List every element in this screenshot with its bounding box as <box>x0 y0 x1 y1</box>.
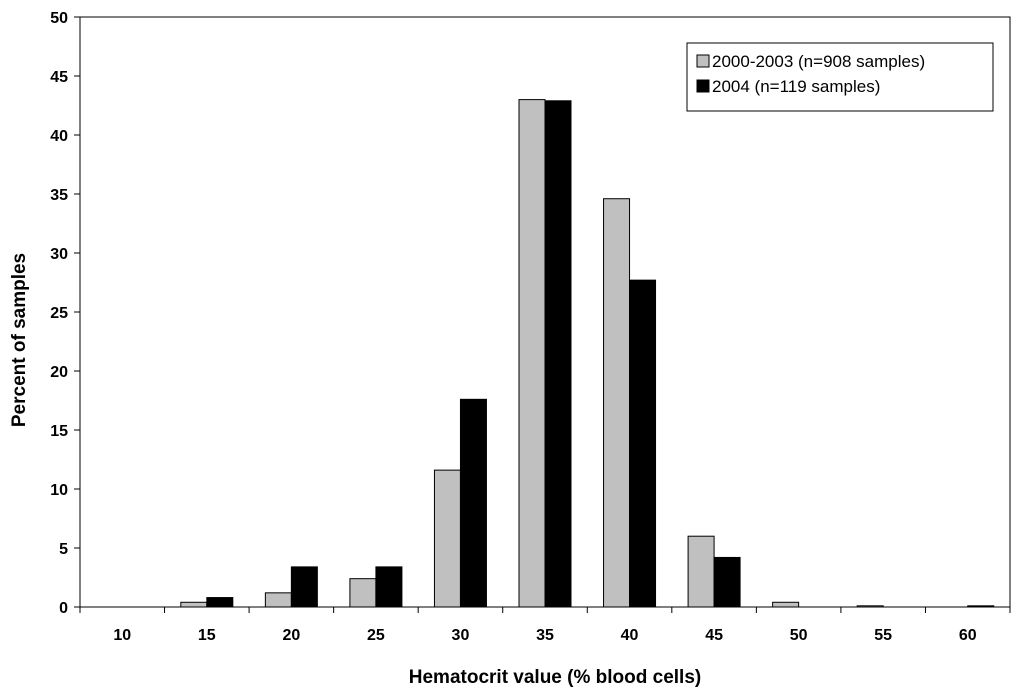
bar-series-2-20 <box>290 566 318 608</box>
y-tick-label: 10 <box>50 482 68 499</box>
y-tick-label: 35 <box>50 187 68 204</box>
x-tick-label: 30 <box>452 627 470 644</box>
legend-swatch <box>696 54 710 68</box>
x-tick-label: 25 <box>367 627 385 644</box>
bar-series-1-35 <box>518 99 546 608</box>
y-tick-label: 20 <box>50 364 68 381</box>
x-tick-label: 45 <box>705 627 723 644</box>
bar-series-1-40 <box>603 198 631 608</box>
x-tick-label: 20 <box>282 627 300 644</box>
x-tick-label: 10 <box>113 627 131 644</box>
legend-label: 2004 (n=119 samples) <box>712 77 880 96</box>
x-tick-label: 40 <box>621 627 639 644</box>
x-tick-label: 15 <box>198 627 216 644</box>
bar-series-2-60 <box>967 605 995 608</box>
legend: 2000-2003 (n=908 samples) 2004 (n=119 sam… <box>686 42 994 112</box>
x-axis: 10 15 20 25 30 35 40 45 50 55 60 <box>79 607 1011 644</box>
y-axis-title: Percent of samples <box>9 253 30 427</box>
x-tick-label: 60 <box>959 627 977 644</box>
y-axis: 0 5 10 15 20 25 30 35 40 45 50 <box>50 10 80 617</box>
y-tick-label: 0 <box>59 600 68 617</box>
legend-swatch <box>696 79 710 93</box>
bar-series-1-50 <box>772 601 800 608</box>
bar-series-1-30 <box>433 469 461 608</box>
bars-group <box>180 99 995 608</box>
y-tick-label: 40 <box>50 128 68 145</box>
x-tick-label: 55 <box>874 627 892 644</box>
y-tick-label: 30 <box>50 246 68 263</box>
bar-series-1-55 <box>856 605 884 608</box>
y-tick-label: 15 <box>50 423 68 440</box>
bar-series-1-15 <box>180 601 208 608</box>
bar-series-1-45 <box>687 535 715 608</box>
y-tick-label: 45 <box>50 69 68 86</box>
bar-series-1-25 <box>349 578 377 608</box>
y-tick-label: 50 <box>50 10 68 27</box>
bar-series-2-30 <box>459 398 487 608</box>
x-tick-label: 35 <box>536 627 554 644</box>
bar-series-2-15 <box>206 597 234 608</box>
y-tick-label: 25 <box>50 305 68 322</box>
legend-label: 2000-2003 (n=908 samples) <box>712 52 925 71</box>
bar-series-2-45 <box>713 556 741 608</box>
bar-series-2-40 <box>629 279 657 608</box>
bar-series-2-35 <box>544 100 572 608</box>
legend-box <box>686 42 994 112</box>
x-tick-label: 50 <box>790 627 808 644</box>
x-axis-title: Hematocrit value (% blood cells) <box>409 667 701 688</box>
y-tick-label: 5 <box>59 541 68 558</box>
bar-series-1-20 <box>264 592 292 608</box>
bar-series-2-25 <box>375 566 403 608</box>
